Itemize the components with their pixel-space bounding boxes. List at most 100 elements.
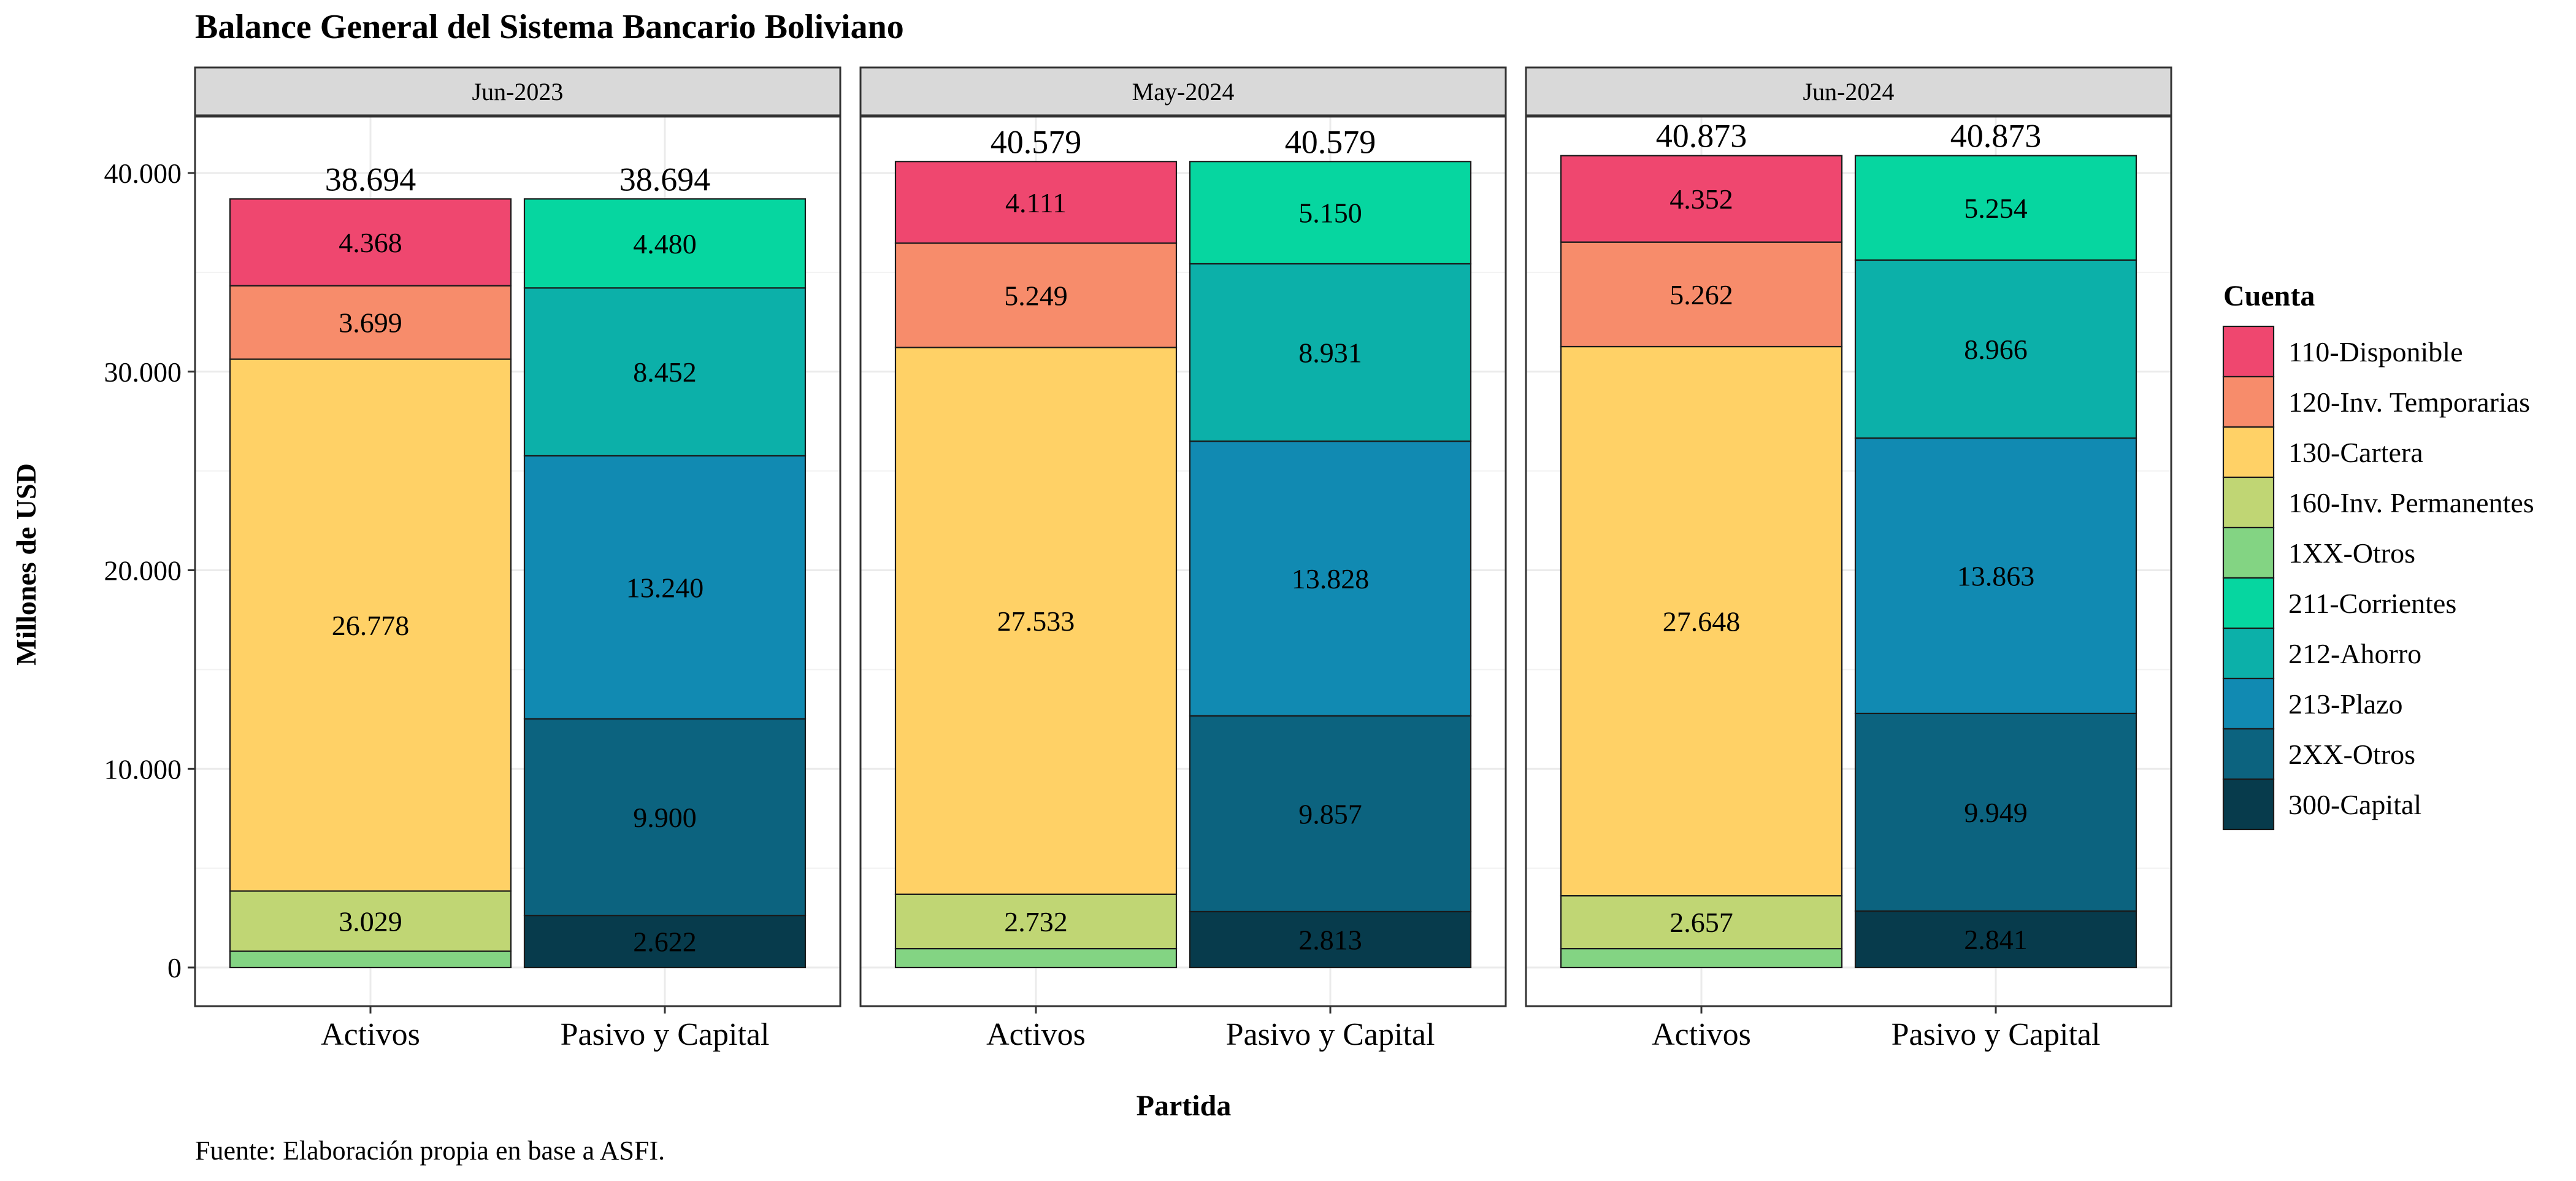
legend-title: Cuenta <box>2223 280 2315 312</box>
bar-segment-211 <box>523 198 807 289</box>
legend-swatch <box>2222 325 2275 378</box>
x-tick-label: Activos <box>321 1017 420 1052</box>
facet-panel: 2.657 27.648 5.262 4.352 40.873 2.841 9.949 13.… <box>1525 66 2172 1052</box>
legend-swatch <box>2222 677 2275 730</box>
bar-segment-130 <box>229 358 512 892</box>
bar-segment-160 <box>894 893 1178 950</box>
legend-item-label: 211-Corrientes <box>2288 588 2456 619</box>
bar-stack: 2.841 9.949 13.863 8.966 5.254 40.873 <box>1854 118 2137 969</box>
legend-swatch <box>2222 426 2275 479</box>
bar-total-label: 38.694 <box>619 161 711 198</box>
segment-value-label: 9.949 <box>1964 797 2028 828</box>
legend-item-label: 1XX-Otros <box>2288 537 2415 569</box>
y-tick-label: 40.000 <box>104 158 182 189</box>
segment-value-label: 4.111 <box>1005 187 1067 218</box>
x-tick-label: Pasivo y Capital <box>1226 1017 1435 1052</box>
segment-value-label: 2.657 <box>1669 907 1733 938</box>
bar-segment-212 <box>1189 263 1472 442</box>
segment-value-label: 13.863 <box>1957 561 2035 592</box>
y-tick-label: 0 <box>167 952 182 983</box>
bar-total-label: 40.579 <box>1285 123 1376 160</box>
x-tick-label: Activos <box>1652 1017 1751 1052</box>
bar-segment-130 <box>894 347 1178 895</box>
bar-segment-2XX <box>1854 712 2137 912</box>
bar-segment-120 <box>229 285 512 360</box>
legend-swatch <box>2222 627 2275 680</box>
bar-segment-160 <box>229 890 512 952</box>
bar-stack: 2.622 9.900 13.240 8.452 4.480 38.694 <box>523 161 807 969</box>
segment-value-label: 27.533 <box>997 606 1075 637</box>
y-tick-label: 20.000 <box>104 555 182 587</box>
bar-segment-300 <box>1189 910 1472 969</box>
panel-border <box>1525 115 2172 1007</box>
x-tick-label: Pasivo y Capital <box>1892 1017 2101 1052</box>
facet-strip <box>194 66 841 117</box>
legend-swatch <box>2222 526 2275 579</box>
facet-strip-label: Jun-2023 <box>472 78 564 106</box>
legend-item-160: 160-Inv. Permanentes <box>2222 476 2534 529</box>
bar-segment-211 <box>1854 155 2137 261</box>
legend-swatch <box>2222 476 2275 529</box>
facet-panel: 2.732 27.533 5.249 4.111 40.579 2.813 9.857 13.… <box>859 66 1507 1052</box>
bar-segment-1XX <box>229 950 512 969</box>
segment-value-label: 2.841 <box>1964 924 2028 955</box>
segment-value-label: 2.622 <box>633 926 697 958</box>
bar-total-label: 40.579 <box>991 123 1082 160</box>
legend-item-2XX: 2XX-Otros <box>2222 728 2415 780</box>
facet-strip-label: May-2024 <box>1132 78 1235 106</box>
segment-value-label: 13.828 <box>1292 563 1370 594</box>
legend-item-130: 130-Cartera <box>2222 426 2423 479</box>
legend-item-label: 2XX-Otros <box>2288 739 2415 770</box>
bar-segment-212 <box>523 287 807 457</box>
bar-segment-213 <box>1854 437 2137 715</box>
segment-value-label: 8.452 <box>633 356 697 388</box>
y-tick-label: 10.000 <box>104 753 182 785</box>
bar-total-label: 38.694 <box>325 161 416 198</box>
segment-value-label: 2.813 <box>1298 924 1362 955</box>
segment-value-label: 2.732 <box>1004 906 1068 937</box>
bar-stack: 2.732 27.533 5.249 4.111 40.579 <box>894 123 1178 969</box>
segment-value-label: 3.699 <box>339 307 402 339</box>
y-axis-title: Millones de USD <box>10 463 42 666</box>
panel-border <box>194 115 841 1007</box>
chart-title: Balance General del Sistema Bancario Bol… <box>195 8 904 46</box>
segment-value-label: 3.029 <box>339 906 402 937</box>
bar-total-label: 40.873 <box>1950 118 2042 155</box>
segment-value-label: 8.931 <box>1298 337 1362 369</box>
bar-segment-300 <box>1854 910 2137 969</box>
bar-stack: 2.657 27.648 5.262 4.352 40.873 <box>1560 118 1843 969</box>
segment-value-label: 4.480 <box>633 228 697 260</box>
legend-item-1XX: 1XX-Otros <box>2222 526 2415 579</box>
legend-swatch <box>2222 778 2275 831</box>
bar-segment-110 <box>229 198 512 287</box>
chart-caption: Fuente: Elaboración propia en base a ASF… <box>195 1136 665 1166</box>
bar-segment-1XX <box>894 948 1178 969</box>
legend-item-label: 300-Capital <box>2288 789 2421 820</box>
facet-strip-label: Jun-2024 <box>1803 78 1895 106</box>
segment-value-label: 5.254 <box>1964 193 2028 224</box>
legend-item-120: 120-Inv. Temporarias <box>2222 375 2530 428</box>
legend-swatch <box>2222 375 2275 428</box>
legend: Cuenta 110-Disponible 120-Inv. Temporaria… <box>2222 280 2534 831</box>
legend-swatch <box>2222 577 2275 629</box>
bar-stack: 2.813 9.857 13.828 8.931 5.150 40.579 <box>1189 123 1472 969</box>
bar-segment-120 <box>1560 241 1843 348</box>
legend-item-212: 212-Ahorro <box>2222 627 2421 680</box>
x-tick-label: Activos <box>986 1017 1086 1052</box>
facet-strip <box>859 66 1507 117</box>
segment-value-label: 8.966 <box>1964 334 2028 365</box>
legend-item-213: 213-Plazo <box>2222 677 2403 730</box>
bar-segment-110 <box>1560 155 1843 243</box>
segment-value-label: 5.262 <box>1669 279 1733 310</box>
x-tick-label: Pasivo y Capital <box>561 1017 770 1052</box>
segment-value-label: 13.240 <box>626 572 704 603</box>
segment-value-label: 4.352 <box>1669 183 1733 215</box>
bar-total-label: 40.873 <box>1656 118 1747 155</box>
facet-panels: 3.029 26.778 3.699 4.368 38.694 2.622 9.900 13.… <box>194 66 2172 1052</box>
x-axis-title: Partida <box>1137 1090 1232 1122</box>
segment-value-label: 9.857 <box>1298 798 1362 829</box>
bar-segment-300 <box>523 915 807 969</box>
bar-segment-2XX <box>523 718 807 917</box>
segment-value-label: 5.150 <box>1298 198 1362 229</box>
